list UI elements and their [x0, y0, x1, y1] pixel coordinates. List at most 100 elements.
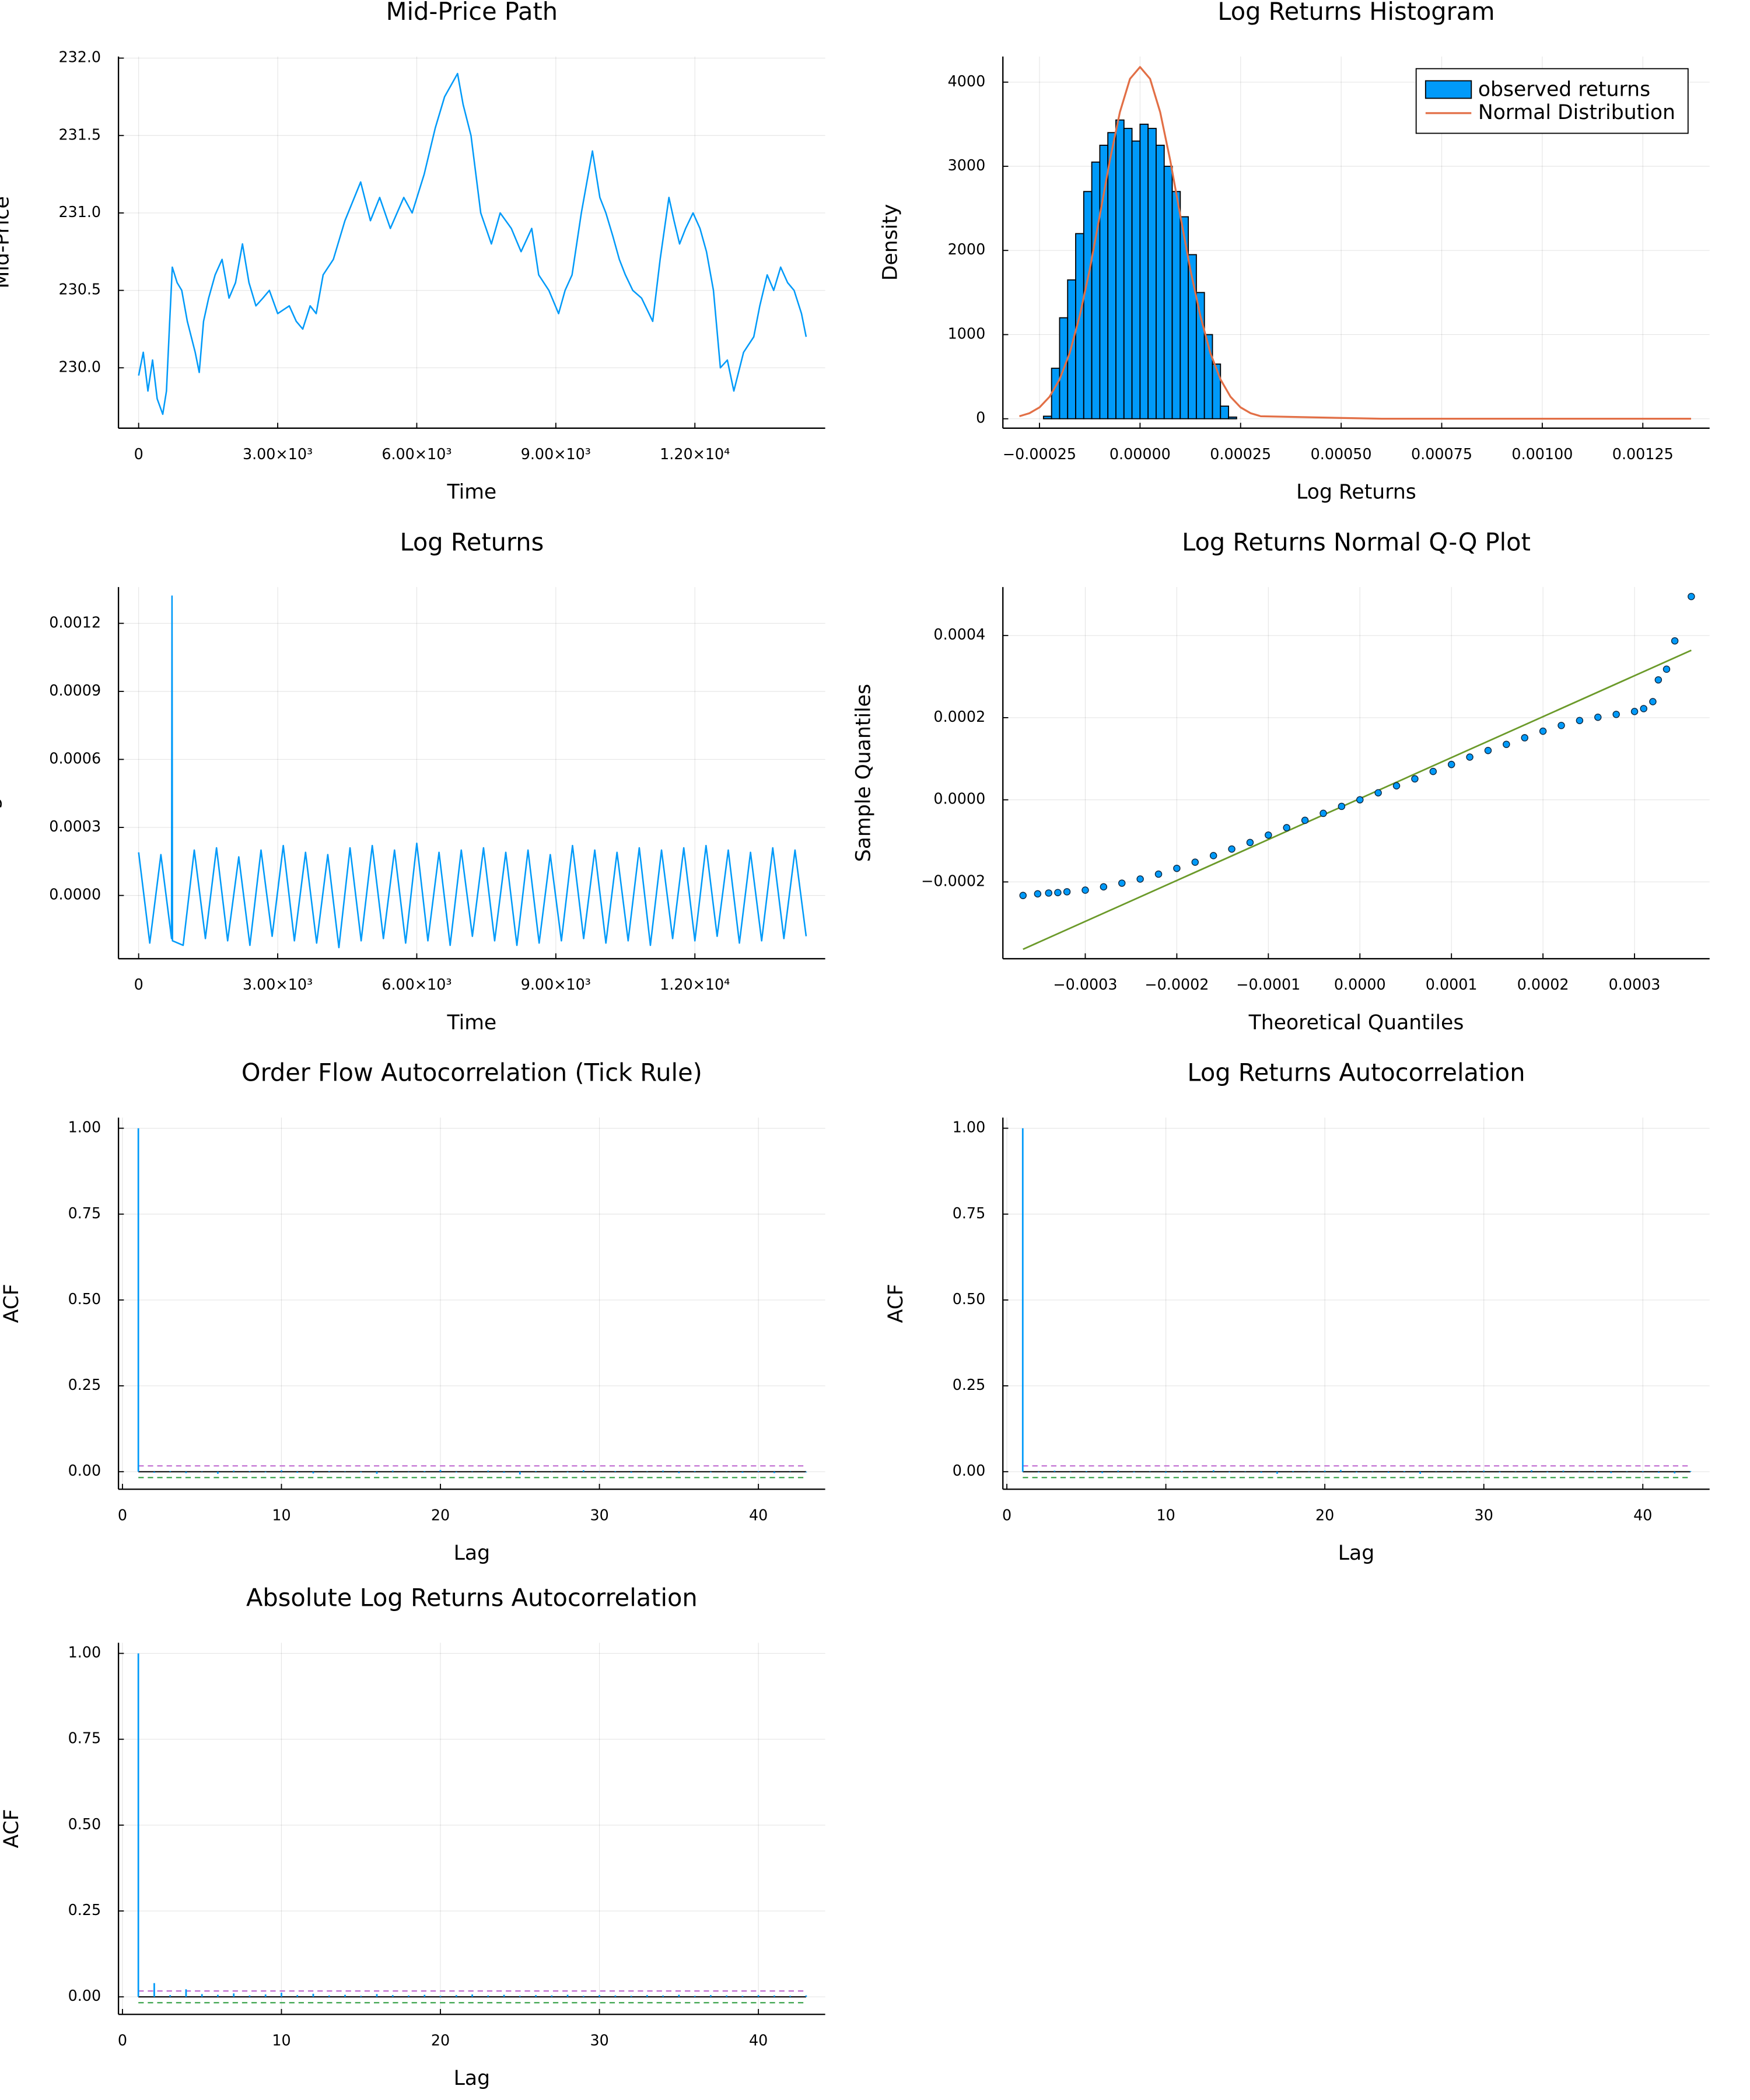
y-axis-label: Density [879, 204, 902, 281]
qq-point [1054, 889, 1062, 896]
qq-point [1484, 747, 1492, 754]
y-tick-label: 230.0 [58, 358, 101, 375]
qq-point [1320, 809, 1327, 817]
qq-point [1136, 875, 1144, 883]
x-tick-label: 3.00×10³ [243, 976, 313, 993]
normal-curve [1019, 66, 1692, 420]
qq-point [1466, 753, 1474, 761]
qq-point [1338, 802, 1346, 810]
x-tick-label: −0.0002 [1144, 976, 1209, 993]
qq-point [1649, 698, 1657, 705]
y-tick-label: 0.25 [953, 1376, 986, 1393]
qq-point [1063, 888, 1071, 896]
x-tick-label: 20 [431, 2031, 450, 2049]
subplot: 0 10 20 30 40 0.00 0.25 0.50 0.75 1.00 Absolute Lo… [0, 1583, 825, 2090]
y-axis-label: Log Returns [0, 713, 3, 833]
y-axis-label: ACF [884, 1284, 908, 1323]
chart-title: Log Returns [400, 527, 544, 556]
y-tick-label: 0.0000 [49, 886, 101, 903]
subplot: 0 3.00×10³ 6.00×10³ 9.00×10³ 1.20×10⁴ 230.0 23… [0, 0, 825, 504]
qq-point [1301, 816, 1309, 824]
x-tick-label: 10 [1156, 1506, 1175, 1524]
x-tick-label: 1.20×10⁴ [660, 445, 730, 463]
y-tick-label: 0.75 [68, 1204, 102, 1222]
y-tick-label: 0.0012 [49, 613, 101, 631]
qq-point [1100, 883, 1108, 891]
x-axis-label: Lag [454, 1542, 490, 1565]
y-tick-label: 0.50 [953, 1290, 986, 1308]
x-tick-label: 0.00050 [1311, 445, 1372, 463]
y-axis-label: Sample Quantiles [852, 684, 876, 862]
y-tick-label: 0.0000 [933, 790, 985, 808]
y-tick-label: 232.0 [58, 48, 101, 66]
bar [1115, 119, 1125, 420]
chart-title: Absolute Log Returns Autocorrelation [246, 1583, 698, 1612]
subplot: 0 10 20 30 40 0.00 0.25 0.50 0.75 1.00 Log Returns… [884, 1058, 1710, 1565]
y-axis-label: Mid-Price [0, 196, 14, 288]
y-tick-label: 0.0009 [49, 682, 101, 699]
x-tick-label: 0.0001 [1426, 976, 1478, 993]
x-axis-label: Log Returns [1296, 481, 1416, 504]
qq-point [1209, 852, 1217, 859]
qq-point [1118, 879, 1126, 887]
qq-point [1662, 665, 1671, 673]
y-tick-label: 1000 [948, 324, 986, 342]
qq-point [1503, 740, 1510, 748]
bar [1147, 128, 1157, 420]
x-tick-label: 6.00×10³ [382, 445, 452, 463]
x-tick-label: 30 [1475, 1506, 1493, 1524]
y-tick-label: 0.50 [68, 1815, 102, 1833]
y-tick-label: 0.75 [953, 1204, 986, 1222]
chart-title: Order Flow Autocorrelation (Tick Rule) [242, 1058, 702, 1086]
chart-title: Log Returns Histogram [1217, 0, 1494, 26]
x-tick-label: 0.00000 [1110, 445, 1171, 463]
bar [1123, 128, 1133, 420]
qq-point [1173, 864, 1181, 872]
y-tick-label: 3000 [948, 156, 986, 174]
y-tick-label: 0 [976, 409, 985, 427]
y-tick-label: 0.0002 [933, 708, 985, 725]
y-tick-label: 2000 [948, 240, 986, 258]
bar [1195, 292, 1205, 420]
x-tick-label: 40 [749, 2031, 768, 2049]
y-axis-label: ACF [0, 1809, 23, 1848]
y-tick-label: 0.50 [68, 1290, 102, 1308]
qq-point [1411, 775, 1419, 783]
y-tick-label: 1.00 [68, 1644, 102, 1661]
y-tick-label: 1.00 [68, 1119, 102, 1136]
y-tick-label: 230.5 [58, 281, 101, 298]
y-tick-label: 231.0 [58, 203, 101, 221]
qq-point [1447, 760, 1455, 768]
x-tick-label: 10 [272, 1506, 290, 1524]
bar [1131, 140, 1141, 420]
x-axis-label: Time [447, 1011, 497, 1035]
bar [1107, 132, 1116, 420]
legend-swatch [1424, 80, 1472, 99]
y-tick-label: 0.0004 [933, 626, 985, 643]
qq-point [1688, 593, 1695, 600]
bar [1220, 406, 1229, 420]
qq-point [1521, 734, 1528, 742]
qq-point [1654, 676, 1662, 684]
y-axis-label: ACF [0, 1284, 23, 1323]
x-tick-label: 0.0003 [1609, 976, 1661, 993]
qq-point [1356, 796, 1364, 803]
qq-point [1630, 708, 1639, 715]
x-axis-label: Theoretical Quantiles [1248, 1011, 1464, 1035]
x-tick-label: 3.00×10³ [243, 445, 313, 463]
x-tick-label: 30 [590, 2031, 608, 2049]
x-tick-label: 0.00125 [1612, 445, 1674, 463]
x-axis-label: Time [447, 481, 497, 504]
bar [1091, 161, 1101, 420]
qq-point [1034, 890, 1042, 898]
qq-point [1640, 705, 1647, 712]
y-tick-label: 0.75 [68, 1729, 102, 1747]
x-tick-label: 10 [272, 2031, 290, 2049]
subplot: −0.0003 −0.0002 −0.0001 0.0000 0.0001 0.0002 0… [852, 527, 1710, 1035]
qq-point [1594, 713, 1602, 721]
y-tick-label: 0.00 [68, 1987, 102, 2004]
price-line [138, 595, 807, 949]
x-tick-label: 9.00×10³ [521, 445, 591, 463]
